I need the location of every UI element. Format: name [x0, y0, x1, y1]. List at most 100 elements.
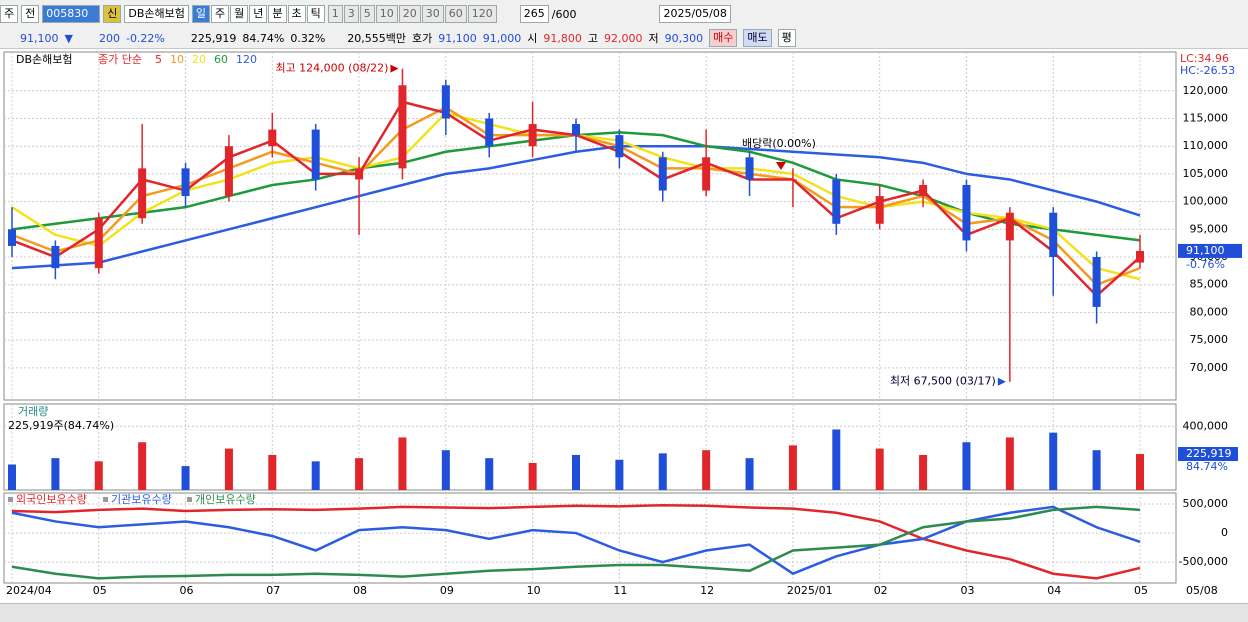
change: 200	[98, 31, 120, 45]
x-tick-label: 08	[353, 584, 367, 597]
period[interactable]: 일	[191, 5, 210, 23]
subtitle: 225,919주(84.74%)	[8, 419, 114, 432]
holder-line	[11, 503, 1141, 580]
buy-button[interactable]: 매수	[709, 29, 738, 47]
y-tick-label: -500,000	[1179, 555, 1228, 568]
candle-body	[832, 179, 841, 224]
volume-bar	[224, 448, 233, 490]
x-tick-label: 2025/01	[787, 584, 833, 597]
count-max: /600	[551, 7, 577, 21]
legend-entry: 20	[192, 53, 206, 66]
interval[interactable]: 20	[398, 5, 421, 23]
interval[interactable]: 1	[327, 5, 343, 23]
arrow	[776, 162, 786, 170]
volume-bar	[875, 448, 884, 490]
volume-bar	[398, 437, 407, 490]
high: 92,000	[604, 31, 643, 45]
y-tick-label: 80,000	[1190, 305, 1229, 318]
date[interactable]: 2025/05/08	[659, 5, 731, 23]
candle-body	[745, 157, 754, 180]
interval[interactable]: 5	[359, 5, 375, 23]
x-tick-label: 03	[960, 584, 974, 597]
candle-body	[485, 118, 494, 147]
y-tick-label: 400,000	[1183, 419, 1229, 432]
candle-body	[138, 168, 147, 219]
low-label: 저	[648, 32, 659, 45]
y-tick-label: 110,000	[1183, 139, 1229, 152]
x-tick-label: 07	[266, 584, 280, 597]
candle-body	[962, 184, 971, 241]
quote-bar: 91,100 ▼ 200 -0.22% 225,919 84.74% 0.32%…	[0, 28, 1248, 49]
volume-bar	[1049, 432, 1058, 490]
candle-body	[1136, 250, 1144, 263]
period[interactable]: 분	[268, 5, 287, 23]
x-tick-label: 02	[874, 584, 888, 597]
x-tick-label: 10	[527, 584, 541, 597]
candle-body	[441, 85, 450, 119]
chart-title: DB손해보험	[16, 52, 73, 66]
high-label: 고	[587, 32, 599, 45]
price: 91,100	[20, 31, 59, 45]
scrollbar[interactable]	[0, 603, 1248, 622]
candle-body	[615, 135, 624, 158]
bid-label: 호가	[412, 32, 433, 45]
hc: HC:-26.53	[1180, 64, 1235, 77]
lc: LC:34.96	[1180, 52, 1229, 65]
volume-bar	[832, 429, 841, 490]
legend-entry: 10	[170, 53, 184, 66]
candle-body	[702, 157, 711, 191]
x-tick-label: 09	[440, 584, 454, 597]
volume-bar	[355, 458, 364, 490]
candle-body	[51, 245, 60, 269]
last-pct: -0.76%	[1186, 258, 1225, 271]
bid: 91,000	[482, 31, 522, 45]
open-label: 시	[527, 32, 538, 45]
candle-body	[528, 124, 537, 147]
x-tick-label: 04	[1047, 584, 1061, 597]
count[interactable]: 265	[519, 5, 549, 23]
interval[interactable]: 30	[421, 5, 444, 23]
interval[interactable]: 60	[444, 5, 467, 23]
volume-bar	[615, 459, 624, 490]
legend-swatch	[8, 497, 13, 502]
new-tag[interactable]: 신	[103, 5, 122, 23]
volume-bar	[8, 464, 16, 490]
sell-button[interactable]: 매도	[743, 29, 772, 47]
interval[interactable]: 120	[467, 5, 497, 23]
change-pct: -0.22%	[125, 31, 165, 45]
avg-button[interactable]: 평	[777, 29, 796, 47]
code[interactable]: 005830	[42, 5, 101, 23]
interval[interactable]: 3	[343, 5, 359, 23]
period-code[interactable]: 주	[0, 5, 19, 23]
legend-entry: 기관보유수량	[111, 493, 172, 506]
candle-body	[1005, 212, 1014, 241]
interval[interactable]: 10	[375, 5, 398, 23]
volume-ratio: 84.74%	[242, 31, 285, 45]
y-tick-label: 105,000	[1183, 167, 1229, 180]
last-price-box	[1178, 243, 1242, 258]
candle-body	[398, 85, 407, 169]
y-tick-label: 85,000	[1190, 278, 1229, 291]
arrow	[390, 64, 399, 73]
annotation-low: 최저 67,500 (03/17)	[890, 375, 996, 388]
period[interactable]: 틱	[306, 5, 325, 23]
last-price: 91,100	[1186, 244, 1225, 257]
x-tick-label: 06	[180, 584, 194, 597]
intervals: 1 3 5 10 20 30 60 120	[327, 5, 497, 23]
volume-bar	[702, 450, 711, 490]
period[interactable]: 년	[249, 5, 268, 23]
period[interactable]: 주	[211, 5, 230, 23]
arrow	[997, 377, 1006, 386]
ma-label: 종가 단순	[98, 53, 142, 66]
legend-swatch	[187, 497, 192, 502]
period[interactable]: 월	[230, 5, 249, 23]
last-pct: 84.74%	[1186, 460, 1228, 473]
prev[interactable]: 전	[21, 5, 40, 23]
period[interactable]: 초	[287, 5, 306, 23]
arrow: ▼	[64, 31, 73, 45]
volume-bar	[745, 458, 754, 490]
x-tick-label: 2024/04	[6, 584, 52, 597]
candle-body	[1092, 257, 1101, 307]
volume-bar	[788, 445, 797, 490]
